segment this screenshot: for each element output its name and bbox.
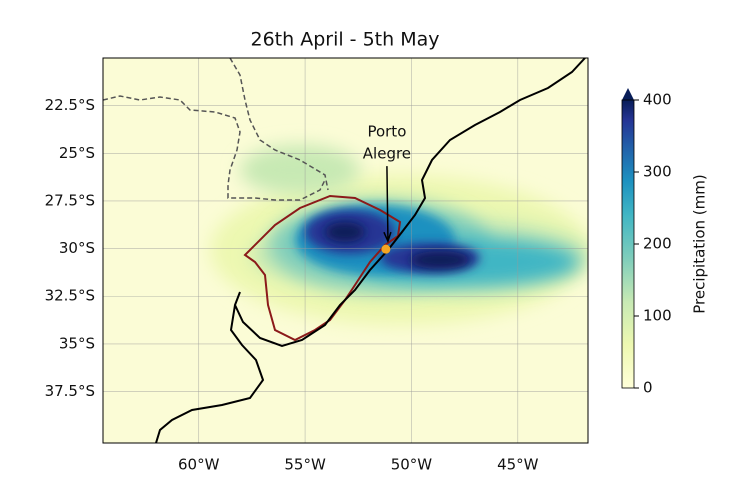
lon-tick-label: 55°W — [284, 456, 326, 474]
lon-tick-label: 60°W — [178, 456, 220, 474]
colorbar-scale — [621, 99, 635, 389]
colorbar-tick-label: 0 — [643, 379, 653, 397]
annotation-arrow — [383, 166, 392, 244]
colorbar-tick-label: 400 — [643, 91, 672, 109]
lat-tick-label: 35°S — [59, 334, 95, 352]
border — [229, 58, 329, 191]
colorbar-label: Precipitation (mm) — [691, 174, 709, 313]
map-frame — [102, 57, 589, 444]
lat-tick-label: 22.5°S — [45, 96, 95, 114]
annotation-text: Alegre — [363, 145, 411, 163]
lat-tick-label: 37.5°S — [45, 382, 95, 400]
lat-tick-label: 32.5°S — [45, 287, 95, 305]
lat-tick-label: 27.5°S — [45, 191, 95, 209]
state-border — [243, 194, 402, 342]
lat-tick-label: 25°S — [59, 144, 95, 162]
colorbar: Precipitation (mm) 0 100 200 300 400 — [621, 88, 709, 397]
lat-tick-label: 30°S — [59, 239, 95, 257]
lon-tick-label: 50°W — [391, 456, 433, 474]
precip-field — [210, 145, 588, 325]
map-area — [103, 58, 588, 443]
border — [103, 95, 326, 201]
colorbar-tick-label: 300 — [643, 163, 672, 181]
annotation-text: Porto — [367, 123, 406, 141]
colorbar-tick-label: 200 — [643, 235, 672, 253]
lon-tick-label: 45°W — [497, 456, 539, 474]
city-marker — [381, 244, 391, 254]
map-title: 26th April - 5th May — [251, 29, 440, 51]
colorbar-extend — [622, 88, 634, 100]
coastline — [155, 58, 586, 443]
colorbar-tick-label: 100 — [643, 307, 672, 325]
